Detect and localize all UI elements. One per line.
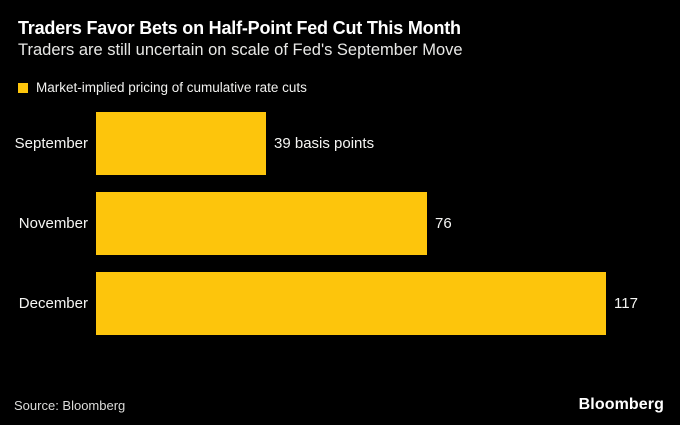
bloomberg-logo: Bloomberg: [578, 396, 664, 413]
legend: Market-implied pricing of cumulative rat…: [18, 80, 307, 95]
legend-label: Market-implied pricing of cumulative rat…: [36, 80, 307, 95]
legend-swatch-icon: [18, 82, 28, 93]
chart-title: Traders Favor Bets on Half-Point Fed Cut…: [18, 18, 461, 38]
bar-row: December 117: [0, 272, 680, 335]
category-label-december: December: [18, 295, 88, 312]
value-label-december: 117: [614, 295, 638, 312]
bar-chart: September 39 basis points November 76 Decemb…: [0, 112, 680, 352]
footer: Source: Bloomberg Bloomberg: [14, 396, 664, 414]
bar-november: [96, 192, 427, 255]
bar-row: September 39 basis points: [0, 112, 680, 175]
bar-september: [96, 112, 266, 175]
source-note: Source: Bloomberg: [14, 397, 126, 413]
bar-row: November 76: [0, 192, 680, 255]
chart-subtitle: Traders are still uncertain on scale of …: [18, 41, 463, 59]
value-label-november: 76: [435, 215, 452, 232]
category-label-september: September: [14, 135, 88, 152]
category-label-november: November: [18, 215, 88, 232]
bar-december: [96, 272, 606, 335]
value-label-september: 39 basis points: [274, 135, 375, 152]
